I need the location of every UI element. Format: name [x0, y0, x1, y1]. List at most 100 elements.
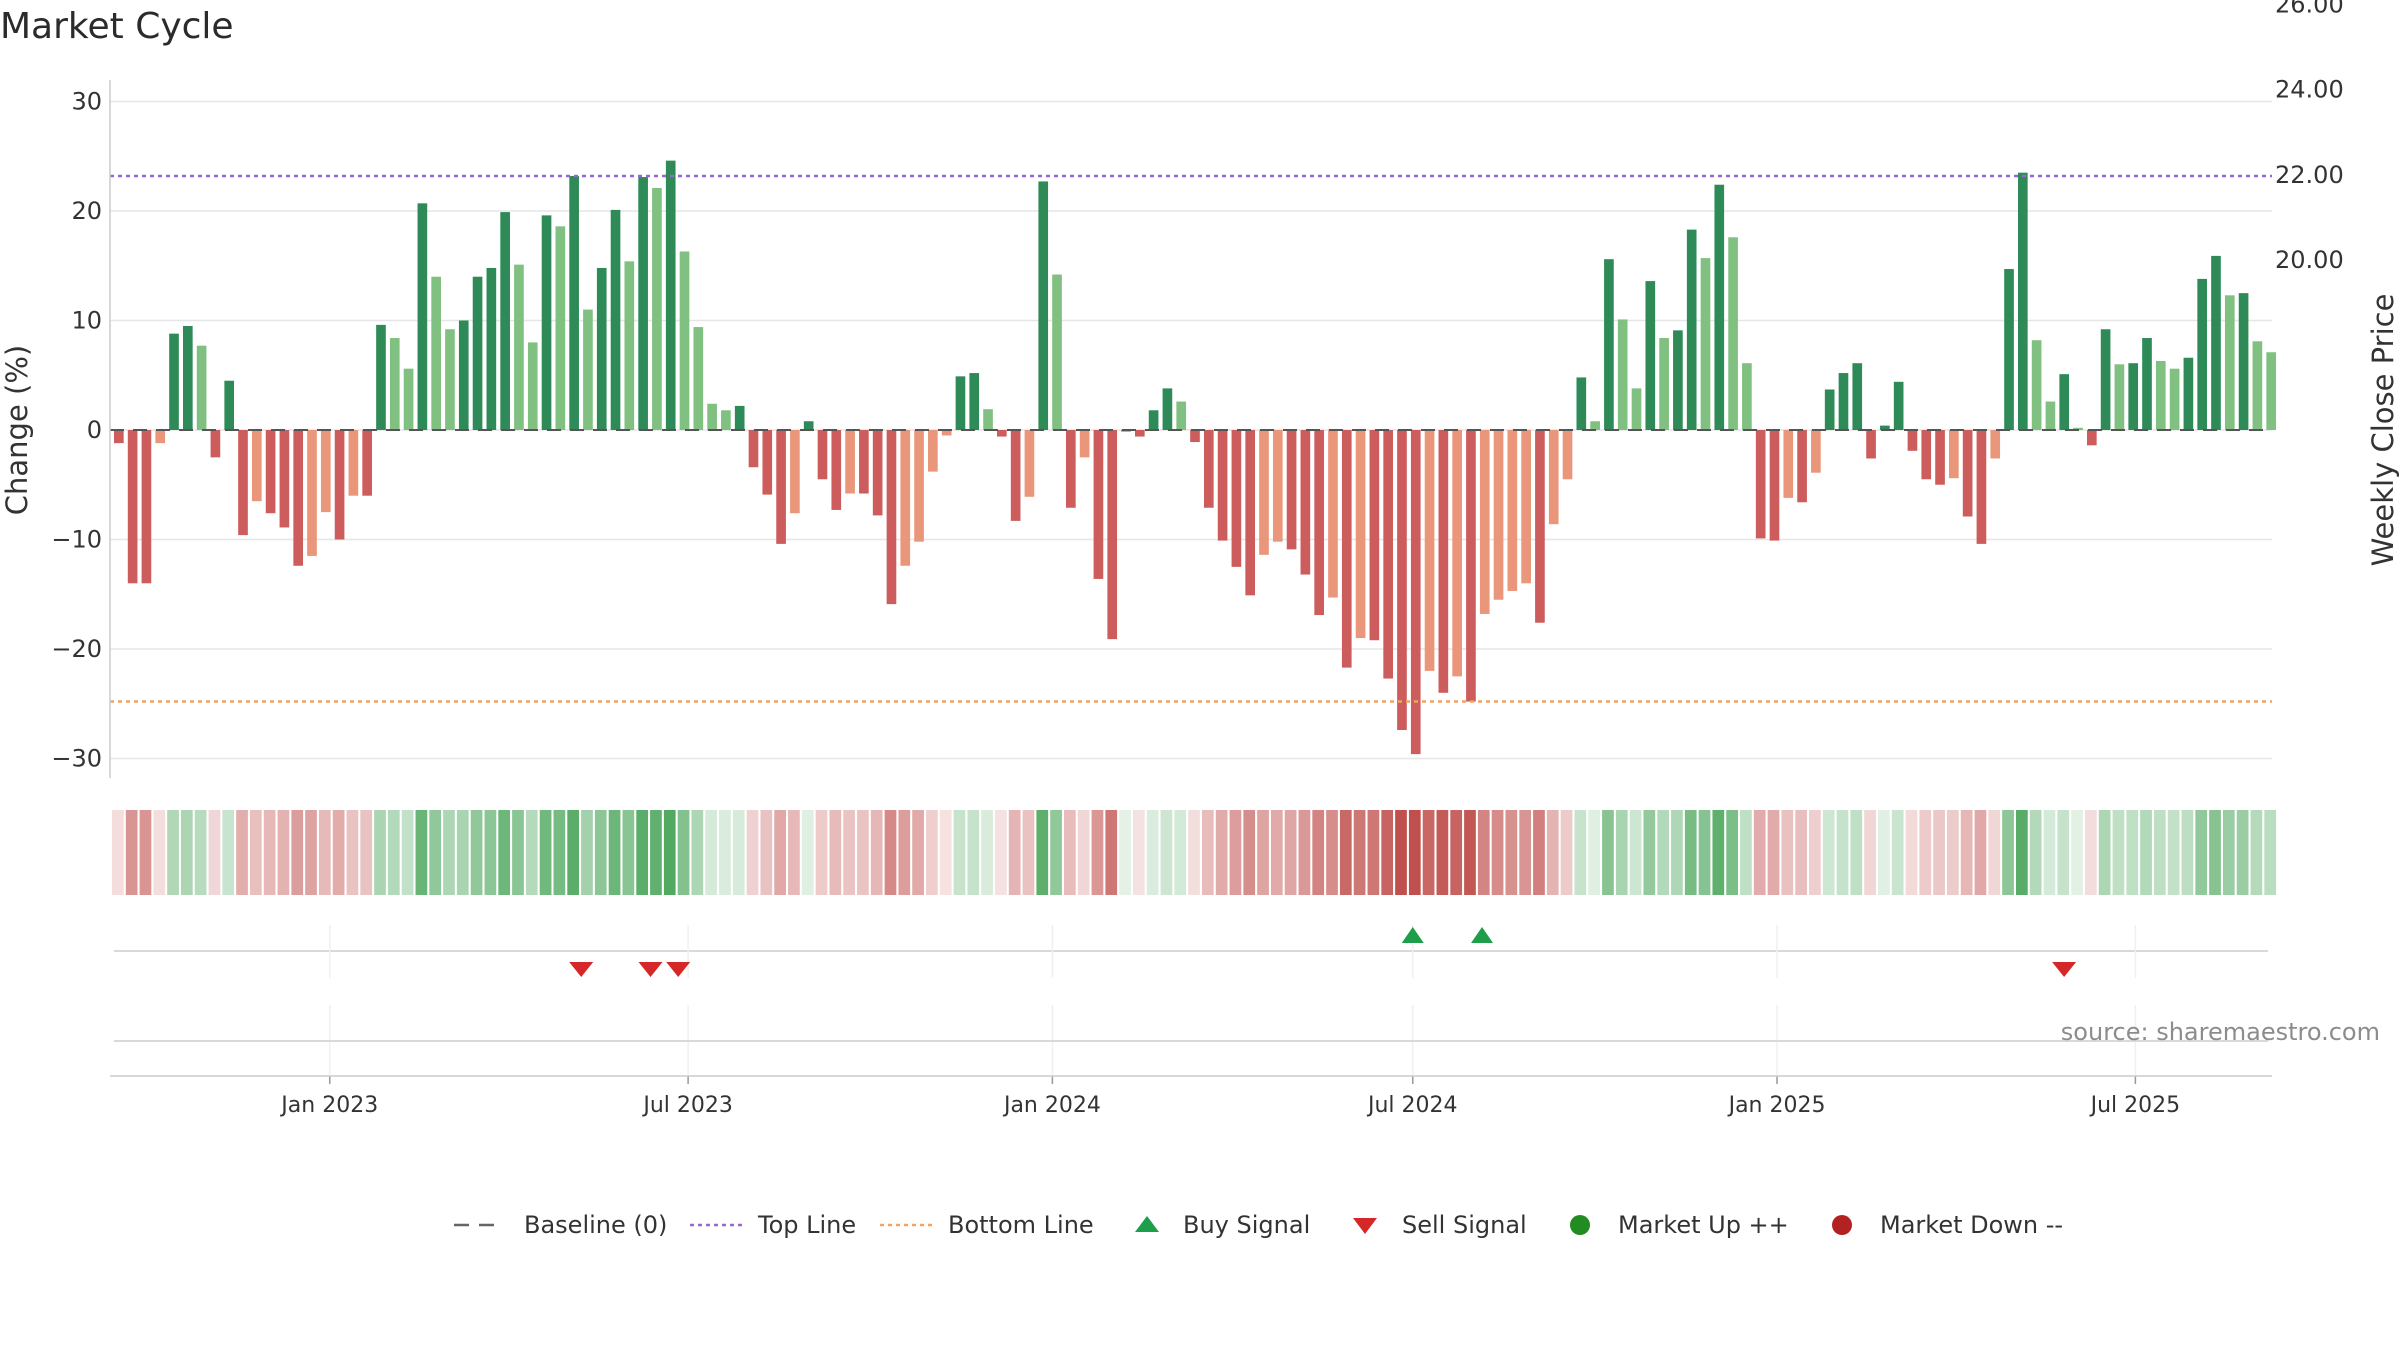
heat-cell [815, 810, 828, 895]
heat-cell [1809, 810, 1821, 895]
bar [1410, 430, 1421, 755]
bar [500, 212, 510, 430]
bar [2017, 172, 2028, 431]
heat-cell [677, 810, 690, 895]
heat-cell [732, 810, 745, 895]
bar [1949, 430, 1959, 479]
bar [1038, 181, 1049, 430]
heat-cell [470, 810, 483, 895]
bar [293, 430, 304, 566]
legend-label: Market Down -- [1880, 1211, 2063, 1239]
bar [1438, 430, 1449, 693]
heat-cell [1960, 810, 1973, 895]
y-tick-label: 10 [71, 307, 102, 335]
bar [1010, 430, 1021, 521]
heat-cell [1174, 810, 1187, 895]
heat-cell [608, 810, 621, 895]
heat-cell [898, 810, 911, 895]
bar [583, 309, 593, 430]
bar [2114, 364, 2125, 430]
heat-cell [429, 810, 442, 895]
heat-cell [2181, 810, 2194, 895]
y-tick-label: −20 [51, 635, 102, 663]
signal-panel [114, 925, 2268, 978]
heat-cell [691, 810, 704, 895]
heat-cell [1367, 810, 1380, 895]
heat-cell [1753, 810, 1766, 895]
bar [1493, 430, 1504, 600]
heat-cell [153, 810, 166, 895]
bar [472, 276, 483, 430]
heat-cell [1243, 810, 1256, 895]
bar [748, 430, 759, 468]
sell-signal-marker [569, 962, 594, 977]
heat-cell [2126, 810, 2139, 895]
bar [362, 430, 373, 496]
y2-tick-label: 24.00 [2275, 76, 2344, 104]
heat-cell [995, 810, 1007, 895]
bar [928, 430, 938, 472]
bar [652, 188, 662, 430]
heat-cell [884, 810, 897, 895]
bar [1328, 430, 1338, 598]
bar [1397, 430, 1407, 731]
buy-signal-marker [1401, 927, 1424, 943]
bar [2128, 363, 2139, 430]
bar [279, 430, 290, 528]
y2-tick-label: 26.00 [2275, 0, 2344, 18]
bar [610, 209, 621, 430]
bar [1700, 258, 1711, 430]
bar [2100, 329, 2111, 430]
bar [389, 338, 400, 430]
heat-cell [1822, 810, 1835, 895]
heat-cell [1836, 810, 1849, 895]
sell-signal-marker [2052, 962, 2077, 977]
heat-cell [1050, 810, 1062, 895]
heat-cell [1284, 810, 1297, 895]
bar [210, 430, 221, 458]
bar [569, 175, 579, 430]
heat-cell [1422, 810, 1435, 895]
bar [790, 430, 800, 514]
bar [1217, 430, 1228, 541]
heat-cell [1919, 810, 1932, 895]
heat-cell [1878, 810, 1890, 895]
heat-cell [525, 810, 538, 895]
bar [1769, 430, 1780, 541]
heat-cell [705, 810, 718, 895]
heat-cell [415, 810, 428, 895]
bar [1714, 184, 1725, 430]
heat-cell [2167, 810, 2180, 895]
heat-cell [1353, 810, 1366, 895]
heat-cell [1988, 810, 2001, 895]
heat-cell [2236, 810, 2249, 895]
heat-cell [139, 810, 152, 895]
legend-label: Sell Signal [1402, 1211, 1527, 1239]
bar [803, 421, 814, 430]
heat-cell [2084, 810, 2097, 895]
heat-cell [498, 810, 511, 895]
legend-item: Buy Signal [1135, 1211, 1310, 1239]
y2-tick-label: 20.00 [2275, 246, 2344, 274]
heat-cell [1201, 810, 1214, 895]
heat-cell [1546, 810, 1559, 895]
bar [955, 376, 966, 430]
bar [1562, 430, 1573, 480]
bar [320, 430, 331, 513]
legend-label: Buy Signal [1183, 1211, 1310, 1239]
bar [1162, 388, 1173, 430]
heat-cell [2098, 810, 2111, 895]
heat-cell [981, 810, 993, 895]
circle-icon [1832, 1215, 1852, 1235]
heat-cell [567, 810, 580, 895]
triangle-down-icon [1353, 1218, 1377, 1234]
heat-cell [456, 810, 469, 895]
bar [1148, 410, 1159, 430]
bar [1783, 430, 1794, 498]
bar [2086, 430, 2097, 446]
bar [721, 410, 731, 430]
heat-cell [857, 810, 869, 895]
heat-cell [760, 810, 773, 895]
bar [707, 403, 717, 430]
